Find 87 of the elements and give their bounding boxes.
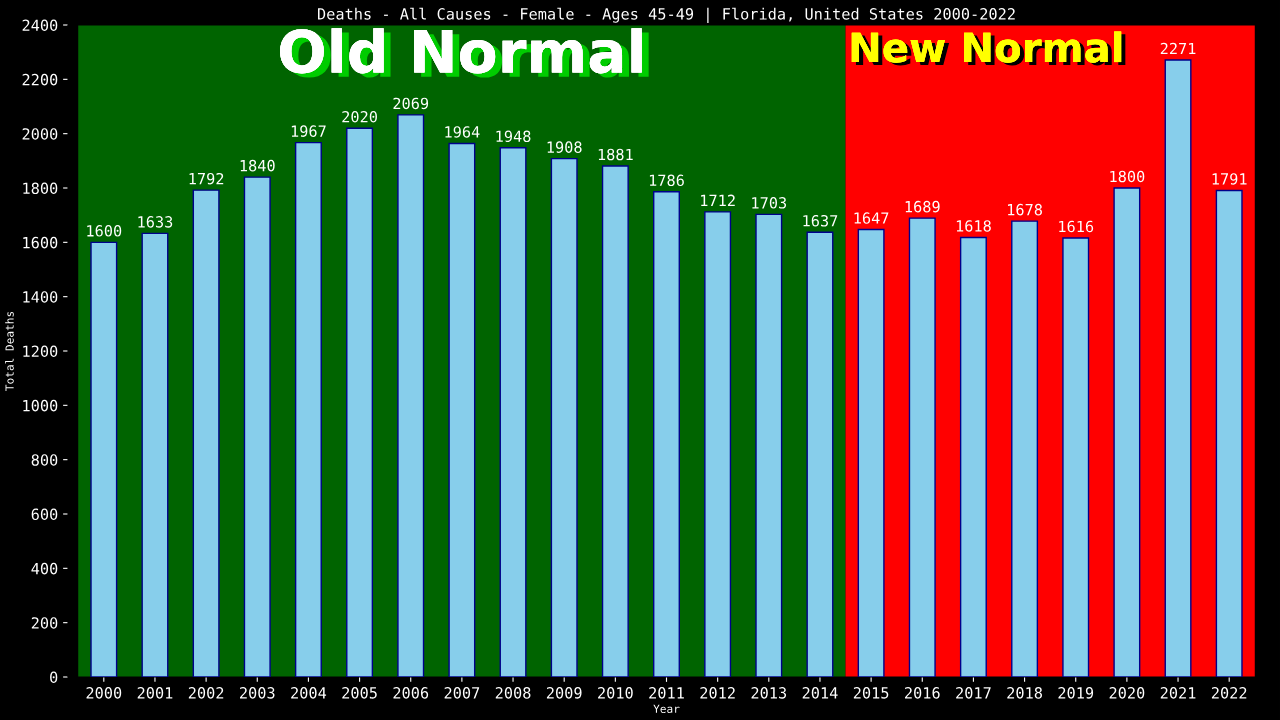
data-label: 1791	[1212, 173, 1247, 185]
x-tick-label: 2019	[1058, 687, 1094, 699]
data-label: 2020	[342, 110, 377, 123]
x-tick-label: 2006	[393, 687, 429, 699]
data-label: 1678	[1008, 203, 1042, 216]
y-tick-label: 600	[31, 508, 58, 521]
bar	[397, 114, 425, 677]
x-tick-label: 2004	[291, 687, 327, 699]
y-tick-label: 200	[31, 617, 58, 629]
x-tick-label: 2010	[598, 687, 633, 699]
y-axis-title: Total Deaths	[5, 311, 14, 391]
bar	[857, 228, 885, 677]
data-label: 1637	[803, 214, 838, 227]
y-tick-label: 800	[31, 454, 58, 466]
x-tick-label: 2012	[700, 687, 735, 699]
band-label: Old Normal	[280, 28, 649, 78]
data-label: 1786	[649, 174, 684, 187]
data-label: 1964	[445, 126, 480, 138]
y-tick-label: 2000	[22, 128, 58, 140]
bar	[653, 191, 680, 677]
bar	[755, 213, 783, 677]
x-tick-label: 2001	[137, 687, 173, 699]
bar	[908, 217, 936, 677]
y-tick-label: 0	[50, 671, 58, 684]
data-label: 1600	[87, 225, 122, 237]
x-tick-label: 2022	[1211, 687, 1247, 699]
y-tick-label: 1200	[23, 345, 58, 358]
x-tick-label: 2016	[905, 687, 940, 699]
bar	[141, 232, 169, 677]
bar	[1113, 187, 1141, 677]
bar	[1164, 59, 1192, 677]
y-tick-label: 2400	[22, 19, 58, 32]
bar	[806, 231, 834, 677]
data-label: 1908	[547, 141, 582, 153]
data-label: 1616	[1059, 220, 1094, 233]
data-label: 2069	[393, 97, 429, 110]
data-label: 1800	[1110, 170, 1145, 183]
data-label: 1967	[291, 125, 326, 137]
data-label: 1703	[752, 197, 787, 209]
x-tick-label: 2020	[1109, 687, 1145, 699]
bar	[346, 127, 374, 677]
y-tick-label: 1400	[23, 291, 58, 303]
data-label: 2271	[1160, 42, 1196, 55]
data-label: 1633	[138, 216, 173, 228]
x-tick-label: 2005	[342, 687, 377, 699]
bar	[192, 189, 220, 677]
x-tick-label: 2021	[1160, 687, 1196, 699]
y-tick-label: 1000	[23, 399, 58, 412]
y-tick-label: 400	[31, 562, 58, 575]
bar	[90, 241, 118, 677]
bar	[959, 236, 987, 677]
x-tick-label: 2008	[495, 687, 531, 699]
bar	[1215, 189, 1243, 677]
x-tick-label: 2015	[853, 687, 889, 699]
chart-title: Deaths - All Causes - Female - Ages 45-49 | Florida, United States 2000-2022	[318, 7, 1015, 24]
data-label: 1881	[598, 148, 633, 161]
bar	[499, 147, 527, 677]
x-tick-label: 2011	[649, 687, 684, 699]
x-tick-label: 2002	[188, 687, 224, 699]
bar	[1011, 220, 1039, 677]
y-tick-label: 1800	[23, 182, 58, 195]
data-label: 1840	[240, 159, 275, 172]
bar	[704, 211, 732, 677]
x-tick-label: 2003	[240, 687, 275, 699]
x-tick-label: 2009	[546, 687, 582, 699]
x-tick-label: 2007	[444, 687, 480, 699]
bar	[550, 157, 578, 677]
x-axis-title: Year	[653, 704, 680, 714]
x-tick-label: 2013	[751, 687, 787, 699]
band-label: New Normal	[851, 31, 1126, 66]
x-tick-label: 2017	[956, 687, 991, 699]
data-label: 1792	[189, 172, 224, 185]
bar	[448, 142, 476, 677]
data-label: 1689	[905, 200, 940, 213]
data-label: 1948	[496, 130, 531, 143]
bar	[243, 176, 271, 677]
y-tick-label: 2200	[22, 73, 58, 86]
data-label: 1712	[701, 194, 735, 206]
bar	[1062, 237, 1090, 677]
y-tick-label: 1600	[23, 236, 58, 249]
x-tick-label: 2018	[1007, 687, 1042, 699]
bar	[294, 141, 322, 677]
data-label: 1647	[854, 212, 889, 224]
x-tick-label: 2014	[802, 687, 838, 699]
x-tick-label: 2000	[86, 687, 122, 699]
data-label: 1618	[956, 220, 991, 232]
bar	[601, 165, 629, 677]
